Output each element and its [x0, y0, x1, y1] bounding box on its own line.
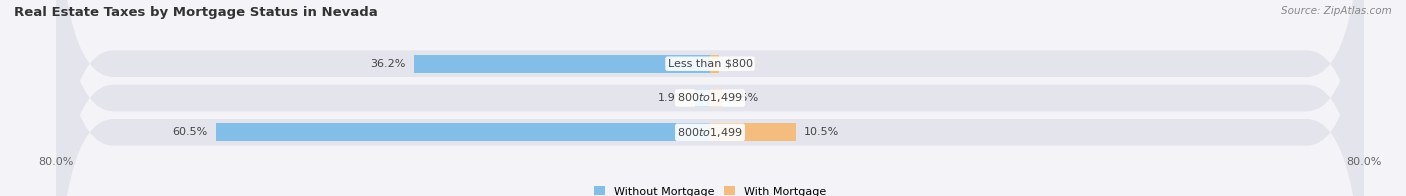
Text: 36.2%: 36.2% — [371, 59, 406, 69]
Bar — [415, 55, 710, 73]
Text: $800 to $1,499: $800 to $1,499 — [678, 92, 742, 104]
Bar — [710, 55, 718, 73]
Legend: Without Mortgage, With Mortgage: Without Mortgage, With Mortgage — [595, 186, 825, 196]
Bar — [695, 89, 710, 107]
Text: 1.9%: 1.9% — [658, 93, 686, 103]
FancyBboxPatch shape — [56, 0, 1364, 196]
FancyBboxPatch shape — [56, 0, 1364, 196]
Text: Real Estate Taxes by Mortgage Status in Nevada: Real Estate Taxes by Mortgage Status in … — [14, 6, 378, 19]
Bar — [710, 89, 723, 107]
Text: 1.1%: 1.1% — [727, 59, 755, 69]
Text: 1.5%: 1.5% — [731, 93, 759, 103]
Text: 10.5%: 10.5% — [804, 127, 839, 137]
Bar — [710, 123, 796, 141]
Text: $800 to $1,499: $800 to $1,499 — [678, 126, 742, 139]
Text: 60.5%: 60.5% — [172, 127, 208, 137]
Text: Less than $800: Less than $800 — [668, 59, 752, 69]
Bar — [215, 123, 710, 141]
FancyBboxPatch shape — [56, 0, 1364, 196]
Text: Source: ZipAtlas.com: Source: ZipAtlas.com — [1281, 6, 1392, 16]
